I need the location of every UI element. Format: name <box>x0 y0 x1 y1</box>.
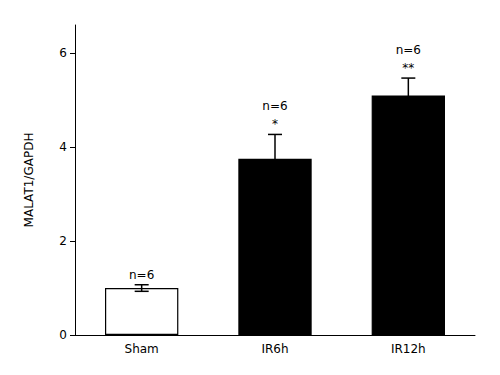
svg-text:*: * <box>272 117 278 131</box>
svg-text:MALAT1/GAPDH: MALAT1/GAPDH <box>22 133 36 228</box>
svg-text:4: 4 <box>59 140 67 154</box>
svg-text:0: 0 <box>59 328 67 342</box>
svg-text:IR6h: IR6h <box>261 342 288 356</box>
svg-text:Sham: Sham <box>125 342 159 356</box>
svg-text:**: ** <box>402 61 414 75</box>
svg-text:n=6: n=6 <box>396 43 421 57</box>
svg-text:n=6: n=6 <box>262 99 287 113</box>
svg-text:IR12h: IR12h <box>391 342 426 356</box>
svg-text:6: 6 <box>59 46 67 60</box>
svg-text:2: 2 <box>59 234 67 248</box>
svg-text:n=6: n=6 <box>129 268 154 282</box>
